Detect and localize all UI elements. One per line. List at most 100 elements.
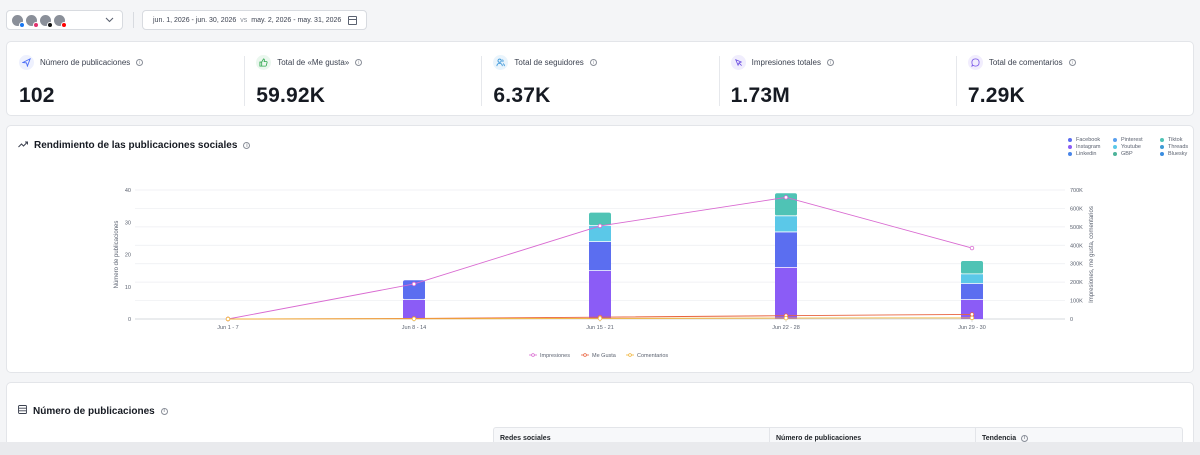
previous-date-range: may. 2, 2026 - may. 31, 2026	[251, 16, 342, 24]
date-range-picker[interactable]: jun. 1, 2026 - jun. 30, 2026 vs may. 2, …	[142, 10, 368, 30]
bar-segment	[775, 267, 797, 319]
series-point	[225, 316, 231, 322]
legend-item[interactable]: Bluesky	[1160, 151, 1200, 157]
threads-icon	[47, 21, 53, 28]
legend-label: Youtube	[1121, 144, 1141, 150]
column-label: Número de publicaciones	[776, 434, 862, 442]
column-header-posts[interactable]: Número de publicaciones	[770, 428, 976, 448]
legend-item[interactable]: GBP	[1113, 151, 1160, 157]
legend-label: Me Gusta	[592, 353, 617, 359]
x-tick-label: Jun 15 - 21	[586, 325, 614, 331]
legend-label: Threads	[1168, 144, 1189, 150]
info-icon[interactable]: i	[355, 59, 363, 66]
instagram-icon	[33, 21, 39, 28]
y-tick-label: 20	[125, 253, 131, 259]
y-right-tick-label: 600K	[1070, 206, 1083, 212]
series-point	[969, 245, 975, 251]
y-right-tick-label: 700K	[1070, 188, 1083, 194]
series-point	[969, 315, 975, 321]
legend-label: Tiktok	[1168, 137, 1183, 143]
legend-item[interactable]: Instagram	[1068, 144, 1113, 150]
bar-segment	[775, 231, 797, 268]
metric-label: Total de seguidores	[514, 58, 584, 67]
profile-selector[interactable]	[6, 10, 123, 30]
legend-item[interactable]: Tiktok	[1160, 137, 1200, 143]
legend-item[interactable]: Youtube	[1113, 144, 1160, 150]
x-tick-label: Jun 1 - 7	[217, 325, 238, 331]
bar-segment	[961, 273, 983, 284]
legend-dot	[1160, 145, 1164, 149]
current-date-range: jun. 1, 2026 - jun. 30, 2026	[153, 16, 237, 24]
y-right-tick-label: 100K	[1070, 299, 1083, 305]
legend-label: Pinterest	[1121, 137, 1143, 143]
column-header-networks[interactable]: Redes sociales	[494, 428, 770, 448]
bar-segment	[775, 215, 797, 232]
metric-comments: Total de comentarios i 7.29K	[955, 42, 1193, 115]
bar-segment	[961, 283, 983, 300]
users-icon	[493, 55, 509, 70]
legend-label: Facebook	[1076, 137, 1101, 143]
series-point	[597, 223, 603, 229]
y-right-axis-title: Impresiones, me gusta, comentarios	[1089, 206, 1095, 303]
bar-segment	[589, 241, 611, 271]
info-icon[interactable]: i	[1068, 59, 1076, 66]
x-tick-label: Jun 8 - 14	[402, 325, 426, 331]
series-point	[969, 312, 975, 317]
y-right-tick-label: 200K	[1070, 280, 1083, 286]
info-icon[interactable]: i	[136, 59, 144, 66]
info-icon[interactable]: i	[243, 142, 251, 149]
y-tick-label: 10	[125, 285, 131, 291]
thumbs-up-icon	[256, 55, 272, 70]
legend-marker	[583, 353, 587, 357]
legend-dot	[1068, 145, 1072, 149]
metric-likes: Total de «Me gusta» i 59.92K	[244, 42, 481, 115]
legend-label: GBP	[1121, 151, 1133, 157]
legend-label: Comentarios	[637, 353, 668, 359]
facebook-icon	[19, 21, 25, 28]
bottom-scroll-area	[0, 442, 1200, 455]
legend-dot	[1113, 138, 1117, 142]
info-icon[interactable]: i	[160, 407, 168, 415]
info-icon[interactable]: i	[826, 59, 834, 66]
publications-title-row: Número de publicaciones i	[18, 405, 168, 417]
legend-label: Instagram	[1076, 144, 1101, 150]
legend-dot	[1068, 152, 1072, 156]
performance-title: Rendimiento de las publicaciones sociale…	[34, 140, 238, 151]
y-right-tick-label: 0	[1070, 317, 1073, 323]
info-icon[interactable]: i	[1021, 434, 1029, 442]
legend-label: Bluesky	[1168, 151, 1188, 157]
y-right-tick-label: 400K	[1070, 243, 1083, 249]
y-right-tick-label: 500K	[1070, 225, 1083, 231]
series-point	[597, 316, 603, 321]
chevron-down-icon[interactable]	[104, 15, 114, 25]
legend-marker	[628, 353, 632, 357]
metric-label: Total de comentarios	[988, 58, 1063, 67]
metric-label: Impresiones totales	[751, 58, 821, 67]
series-point	[783, 195, 789, 200]
legend-dot	[1113, 152, 1117, 156]
column-header-trend[interactable]: Tendencia i	[976, 428, 1182, 448]
column-label: Tendencia	[982, 434, 1017, 442]
legend-item[interactable]: Linkedin	[1068, 151, 1113, 157]
legend-label: Impresiones	[540, 353, 570, 359]
series-point	[411, 316, 417, 322]
legend-item[interactable]: Facebook	[1068, 137, 1113, 143]
legend-dot	[1160, 138, 1164, 142]
info-icon[interactable]: i	[589, 59, 597, 66]
legend-marker	[531, 353, 535, 357]
pointer-icon	[730, 55, 746, 70]
performance-title-row: Rendimiento de las publicaciones sociale…	[18, 140, 251, 151]
legend-item[interactable]: Pinterest	[1113, 137, 1160, 143]
y-right-tick-label: 300K	[1070, 262, 1083, 268]
performance-chart: 0 10 20 30 40 0 100K 200K 300K 400K 500K 600K 700K Nú…	[114, 188, 1095, 359]
calendar-icon	[348, 15, 358, 25]
bar-segment	[961, 260, 983, 274]
metric-value: 1.73M	[730, 84, 790, 107]
y-tick-label: 0	[128, 317, 131, 323]
legend-item[interactable]: Threads	[1160, 144, 1200, 150]
legend-dot	[1068, 138, 1072, 142]
platform-legend: Facebook Pinterest Tiktok Instagram Yout…	[1068, 137, 1200, 157]
avatar	[53, 13, 67, 28]
legend-dot	[1160, 152, 1164, 156]
metric-value: 102	[19, 84, 55, 107]
